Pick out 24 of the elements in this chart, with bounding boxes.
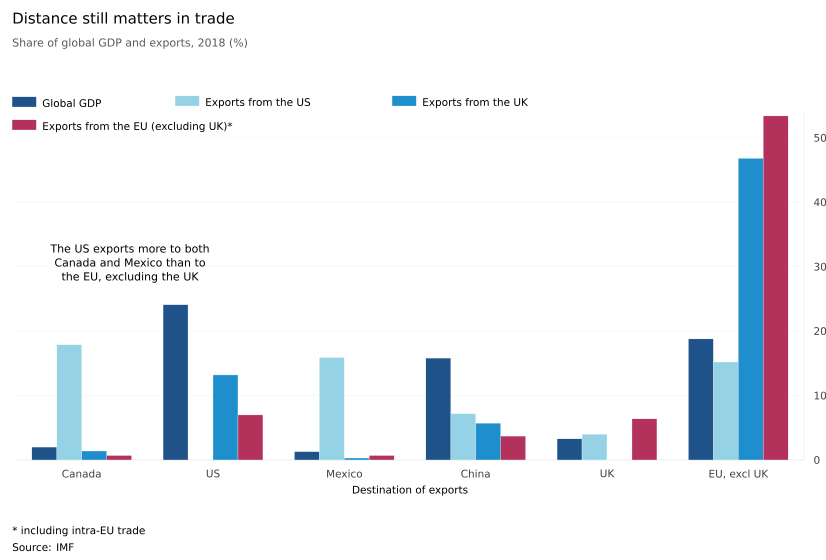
legend-label: Exports from the UK xyxy=(423,98,528,108)
y-tick-label: 20 xyxy=(814,327,826,336)
annotation: The US exports more to both Canada and Mexico than to the EU, excluding the UK xyxy=(50,244,209,283)
x-tick-label: EU, excl UK xyxy=(710,470,768,479)
y-tick-label: 10 xyxy=(814,392,826,400)
chart-subtitle: Share of global GDP and exports, 2018 (%) xyxy=(12,38,247,49)
y-tick-label: 0 xyxy=(814,456,820,464)
legend-label: Exports from the US xyxy=(206,98,310,108)
y-tick-label: 40 xyxy=(814,198,826,206)
legend-label: Global GDP xyxy=(42,98,102,108)
bar xyxy=(162,304,188,460)
x-tick-label: Mexico xyxy=(327,470,362,478)
x-axis-title: Destination of exports xyxy=(352,486,468,496)
source-note: Source: IMF xyxy=(12,543,74,552)
text: * including intra-EU trade xyxy=(12,526,145,536)
legend-label: Exports from the EU (excluding UK)* xyxy=(43,122,232,132)
x-tick-label: UK xyxy=(600,470,614,478)
x-tick-label: China xyxy=(461,470,490,478)
x-tick-label: Canada xyxy=(62,470,101,478)
y-tick-label: 30 xyxy=(814,262,826,271)
chart-title: Distance still matters in trade xyxy=(14,12,234,24)
x-tick-label: US xyxy=(206,470,220,478)
bar xyxy=(632,418,658,460)
y-tick-label: 50 xyxy=(814,134,826,142)
